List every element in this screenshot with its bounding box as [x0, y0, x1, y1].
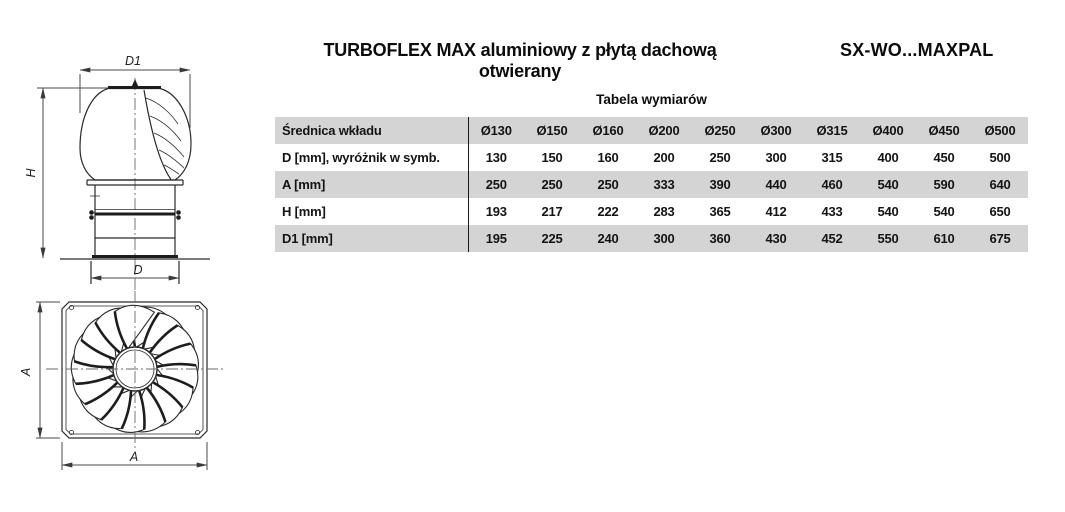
- cell: 452: [804, 225, 860, 252]
- cell: 240: [580, 225, 636, 252]
- cell: 590: [916, 171, 972, 198]
- cell: 675: [972, 225, 1028, 252]
- col-header: Ø250: [692, 117, 748, 144]
- cell: 250: [709, 150, 731, 165]
- table-row-h: H [mm] 193 217 222 283 365 412 433 540 5…: [275, 198, 1028, 225]
- head-knob: [131, 79, 139, 88]
- col-header: Ø315: [804, 117, 860, 144]
- cell: 500: [989, 150, 1011, 165]
- base-plate: [61, 301, 208, 439]
- cell: 300: [765, 150, 787, 165]
- dim-a-bottom: [61, 442, 208, 470]
- cell: 540: [860, 171, 916, 198]
- cell: 315: [821, 150, 843, 165]
- cell: 640: [972, 171, 1028, 198]
- base-cylinder: [89, 185, 181, 257]
- head-vanes: [143, 89, 188, 180]
- header-label: Średnica wkładu: [275, 117, 469, 144]
- cell: 217: [541, 204, 563, 219]
- dim-label-a-left: A: [19, 368, 33, 377]
- corner-hole: [194, 304, 200, 310]
- cell: 430: [748, 225, 804, 252]
- dim-d1: [79, 67, 191, 128]
- row-label: D [mm], wyróżnik w symb.: [275, 144, 469, 171]
- product-symbol: SX-WO...MAXPAL: [840, 40, 994, 60]
- table-row-d: D [mm], wyróżnik w symb. 130 150 160 200…: [275, 144, 1028, 171]
- cell: 650: [989, 204, 1011, 219]
- col-header: Ø300: [748, 117, 804, 144]
- table-row-d1: D1 [mm] 195 225 240 300 360 430 452 550 …: [275, 225, 1028, 252]
- cell: 150: [541, 150, 563, 165]
- row-label: H [mm]: [275, 198, 469, 225]
- cell: 440: [748, 171, 804, 198]
- left-clamp: [89, 210, 94, 215]
- cell: 540: [933, 204, 955, 219]
- dim-label-d: D: [133, 263, 142, 277]
- cell: 400: [877, 150, 899, 165]
- cell: 195: [468, 225, 524, 252]
- cell: 300: [636, 225, 692, 252]
- technical-drawings: D1 H D: [19, 54, 224, 470]
- dim-label-a-bottom: A: [129, 450, 138, 464]
- table-caption: Tabela wymiarów: [596, 92, 707, 107]
- cell: 130: [485, 150, 507, 165]
- cell: 250: [580, 171, 636, 198]
- cell: 222: [597, 204, 619, 219]
- corner-hole: [194, 429, 200, 435]
- cell: 333: [636, 171, 692, 198]
- cell: 412: [765, 204, 787, 219]
- cell: 433: [821, 204, 843, 219]
- collar: [86, 179, 184, 186]
- cell: 225: [524, 225, 580, 252]
- col-header: Ø500: [972, 117, 1028, 144]
- col-header: Ø130: [468, 117, 524, 144]
- cell: 200: [653, 150, 675, 165]
- cell: 250: [524, 171, 580, 198]
- right-clamp: [176, 210, 181, 215]
- side-view-drawing: D1 H D: [24, 54, 210, 290]
- dim-h: [37, 87, 127, 259]
- col-header: Ø450: [916, 117, 972, 144]
- col-header: Ø400: [860, 117, 916, 144]
- cell: 250: [468, 171, 524, 198]
- product-title-line2: otwierany: [478, 61, 562, 81]
- cell: 610: [916, 225, 972, 252]
- col-header: Ø150: [524, 117, 580, 144]
- cell: 360: [692, 225, 748, 252]
- table-row-a: A [mm] 250 250 250 333 390 440 460 540 5…: [275, 171, 1028, 198]
- dim-a-left: [36, 301, 60, 439]
- cell: 365: [709, 204, 731, 219]
- col-header: Ø200: [636, 117, 692, 144]
- cell: 450: [933, 150, 955, 165]
- cell: 283: [653, 204, 675, 219]
- cell: 460: [804, 171, 860, 198]
- bottom-view-drawing: A A: [19, 291, 224, 470]
- product-title-line1: TURBOFLEX MAX aluminiowy z płytą dachową: [323, 40, 717, 60]
- product-title: TURBOFLEX MAX aluminiowy z płytą dachową…: [260, 40, 780, 82]
- row-label: D1 [mm]: [275, 225, 469, 252]
- dim-label-d1: D1: [125, 54, 141, 68]
- dim-label-h: H: [24, 168, 38, 178]
- cell: 390: [692, 171, 748, 198]
- corner-hole: [69, 304, 75, 310]
- row-label: A [mm]: [275, 171, 469, 198]
- table-header-row: Średnica wkładu Ø130 Ø150 Ø160 Ø200 Ø250…: [275, 117, 1028, 144]
- dimensions-table: Średnica wkładu Ø130 Ø150 Ø160 Ø200 Ø250…: [275, 117, 1028, 252]
- col-header: Ø160: [580, 117, 636, 144]
- cell: 160: [597, 150, 619, 165]
- corner-hole: [69, 429, 75, 435]
- cell: 193: [485, 204, 507, 219]
- cell: 550: [860, 225, 916, 252]
- cell: 540: [877, 204, 899, 219]
